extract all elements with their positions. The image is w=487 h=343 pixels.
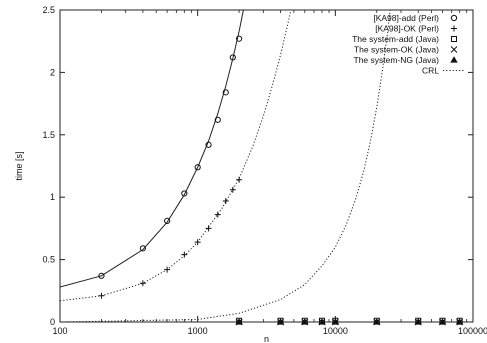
legend-swatch: [450, 14, 458, 22]
data-point: [235, 318, 243, 325]
legend-entry-label: [KA98]-add (Perl): [373, 13, 439, 23]
legend-entry-label: The system-OK (Java): [354, 45, 439, 55]
x-tick-label: 1000: [188, 326, 208, 336]
data-point: [373, 318, 381, 325]
data-point: [139, 245, 146, 252]
data-point: [194, 164, 201, 171]
data-point: [214, 211, 221, 218]
data-point: [164, 217, 171, 225]
x-axis-label: n: [264, 334, 269, 343]
data-point: [222, 197, 229, 204]
x-tick-label: 100: [52, 326, 67, 336]
data-point: [98, 272, 105, 279]
data-point: [139, 280, 146, 287]
legend-entry-label: [KA98]-OK (Perl): [375, 24, 439, 34]
data-point: [194, 239, 201, 246]
y-tick-label: 1: [50, 192, 55, 202]
data-point: [98, 292, 105, 299]
y-tick-label: 0.5: [42, 255, 55, 265]
legend-swatch: [450, 56, 458, 63]
data-point: [205, 225, 212, 232]
data-point: [214, 116, 221, 123]
y-axis-label: time [s]: [14, 151, 24, 180]
data-point: [222, 89, 229, 96]
legend-entry-label: CRL: [422, 66, 439, 76]
legend-entry-label: The system-add (Java): [352, 34, 439, 44]
data-point: [301, 318, 309, 325]
x-tick-label: 100000: [458, 326, 487, 336]
x-tick-label: 10000: [323, 326, 348, 336]
data-point: [164, 266, 171, 273]
plot-frame: [59, 9, 474, 323]
data-point: [236, 176, 243, 183]
data-point: [229, 186, 236, 193]
y-tick-label: 2: [50, 67, 55, 77]
legend-swatch: [451, 36, 457, 42]
data-point: [455, 318, 464, 325]
data-point: [414, 318, 422, 325]
y-tick-label: 0: [50, 317, 55, 327]
data-point: [438, 318, 447, 325]
data-point: [205, 141, 212, 148]
data-point: [331, 318, 340, 325]
data-point: [318, 318, 326, 325]
legend-swatch: [450, 46, 458, 53]
legend-swatch: [451, 25, 457, 32]
y-tick-label: 1.5: [42, 130, 55, 140]
fit-curve: [60, 10, 292, 302]
y-tick-label: 2.5: [42, 5, 55, 15]
fit-curve: [60, 10, 244, 288]
data-point: [181, 190, 188, 197]
data-point: [229, 54, 236, 61]
data-point: [236, 35, 243, 42]
data-point: [181, 251, 188, 258]
data-point: [276, 318, 285, 325]
legend-entry-label: The system-NG (Java): [354, 55, 440, 65]
